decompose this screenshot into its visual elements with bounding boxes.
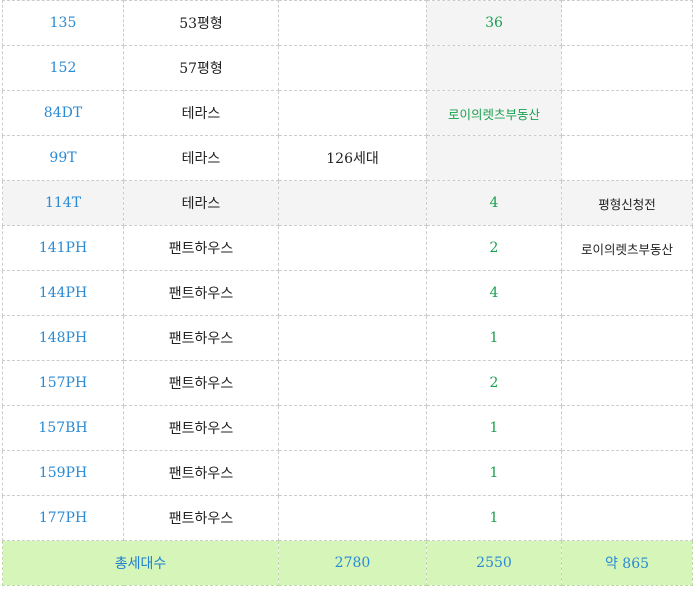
- note-cell: [561, 90, 693, 136]
- unit-type-cell: 114T: [2, 180, 124, 226]
- unit-type-cell: 157BH: [2, 405, 124, 451]
- count-cell: 2: [426, 360, 562, 406]
- households-cell: [278, 270, 427, 316]
- unit-type-cell: 177PH: [2, 495, 124, 541]
- unit-type-cell: 148PH: [2, 315, 124, 361]
- note-cell: [561, 495, 693, 541]
- unit-name-cell: 팬트하우스: [123, 315, 279, 361]
- count-cell: [426, 135, 562, 181]
- unit-type-cell: 159PH: [2, 450, 124, 496]
- unit-name-cell: 테라스: [123, 180, 279, 226]
- note-cell: [561, 405, 693, 451]
- unit-name-cell: 팬트하우스: [123, 495, 279, 541]
- note-cell: [561, 315, 693, 361]
- note-cell: [561, 135, 693, 181]
- total-households-value: 2780: [278, 540, 427, 586]
- unit-type-cell: 99T: [2, 135, 124, 181]
- households-cell: [278, 225, 427, 271]
- unit-name-cell: 팬트하우스: [123, 225, 279, 271]
- table-row: 99T 테라스 126세대: [2, 135, 693, 181]
- unit-name-cell: 팬트하우스: [123, 270, 279, 316]
- unit-name-cell: 57평형: [123, 45, 279, 91]
- total-estimate-value: 약 865: [561, 540, 693, 586]
- unit-type-cell: 144PH: [2, 270, 124, 316]
- unit-name-cell: 53평형: [123, 0, 279, 46]
- households-cell: [278, 0, 427, 46]
- count-cell: 4: [426, 180, 562, 226]
- note-cell: 평형신청전: [561, 180, 693, 226]
- unit-type-cell: 157PH: [2, 360, 124, 406]
- table-row: 152 57평형: [2, 45, 693, 91]
- table-row: 144PH 팬트하우스 4: [2, 270, 693, 316]
- unit-name-cell: 팬트하우스: [123, 405, 279, 451]
- households-cell: [278, 450, 427, 496]
- count-cell: [426, 45, 562, 91]
- table-row: 177PH 팬트하우스 1: [2, 495, 693, 541]
- unit-name-cell: 팬트하우스: [123, 450, 279, 496]
- note-cell: [561, 360, 693, 406]
- households-cell: [278, 90, 427, 136]
- count-cell: 1: [426, 495, 562, 541]
- count-cell: 1: [426, 315, 562, 361]
- unit-name-cell: 테라스: [123, 135, 279, 181]
- households-cell: 126세대: [278, 135, 427, 181]
- table-row: 157PH 팬트하우스 2: [2, 360, 693, 406]
- households-cell: [278, 360, 427, 406]
- count-cell: 1: [426, 405, 562, 451]
- note-cell: 로이의렛츠부동산: [561, 225, 693, 271]
- unit-type-table: 135 53평형 36 152 57평형 84DT 테라스 로이의렛츠부동산 9…: [2, 0, 693, 586]
- unit-type-cell: 152: [2, 45, 124, 91]
- households-cell: [278, 180, 427, 226]
- count-cell: 1: [426, 450, 562, 496]
- households-cell: [278, 45, 427, 91]
- total-count-value: 2550: [426, 540, 562, 586]
- table-row: 148PH 팬트하우스 1: [2, 315, 693, 361]
- unit-type-cell: 135: [2, 0, 124, 46]
- households-cell: [278, 495, 427, 541]
- note-cell: [561, 0, 693, 46]
- unit-type-cell: 141PH: [2, 225, 124, 271]
- total-row: 총세대수 2780 2550 약 865: [2, 540, 693, 586]
- count-cell: 2: [426, 225, 562, 271]
- table-row: 135 53평형 36: [2, 0, 693, 46]
- table-row: 84DT 테라스 로이의렛츠부동산: [2, 90, 693, 136]
- households-cell: [278, 405, 427, 451]
- note-cell: [561, 270, 693, 316]
- unit-name-cell: 테라스: [123, 90, 279, 136]
- unit-name-cell: 팬트하우스: [123, 360, 279, 406]
- total-label: 총세대수: [2, 540, 279, 586]
- households-cell: [278, 315, 427, 361]
- count-cell: 4: [426, 270, 562, 316]
- table-row: 141PH 팬트하우스 2 로이의렛츠부동산: [2, 225, 693, 271]
- count-cell: 36: [426, 0, 562, 46]
- table-row: 157BH 팬트하우스 1: [2, 405, 693, 451]
- note-cell: [561, 45, 693, 91]
- table-row: 114T 테라스 4 평형신청전: [2, 180, 693, 226]
- count-cell: 로이의렛츠부동산: [426, 90, 562, 136]
- table-row: 159PH 팬트하우스 1: [2, 450, 693, 496]
- unit-type-cell: 84DT: [2, 90, 124, 136]
- note-cell: [561, 450, 693, 496]
